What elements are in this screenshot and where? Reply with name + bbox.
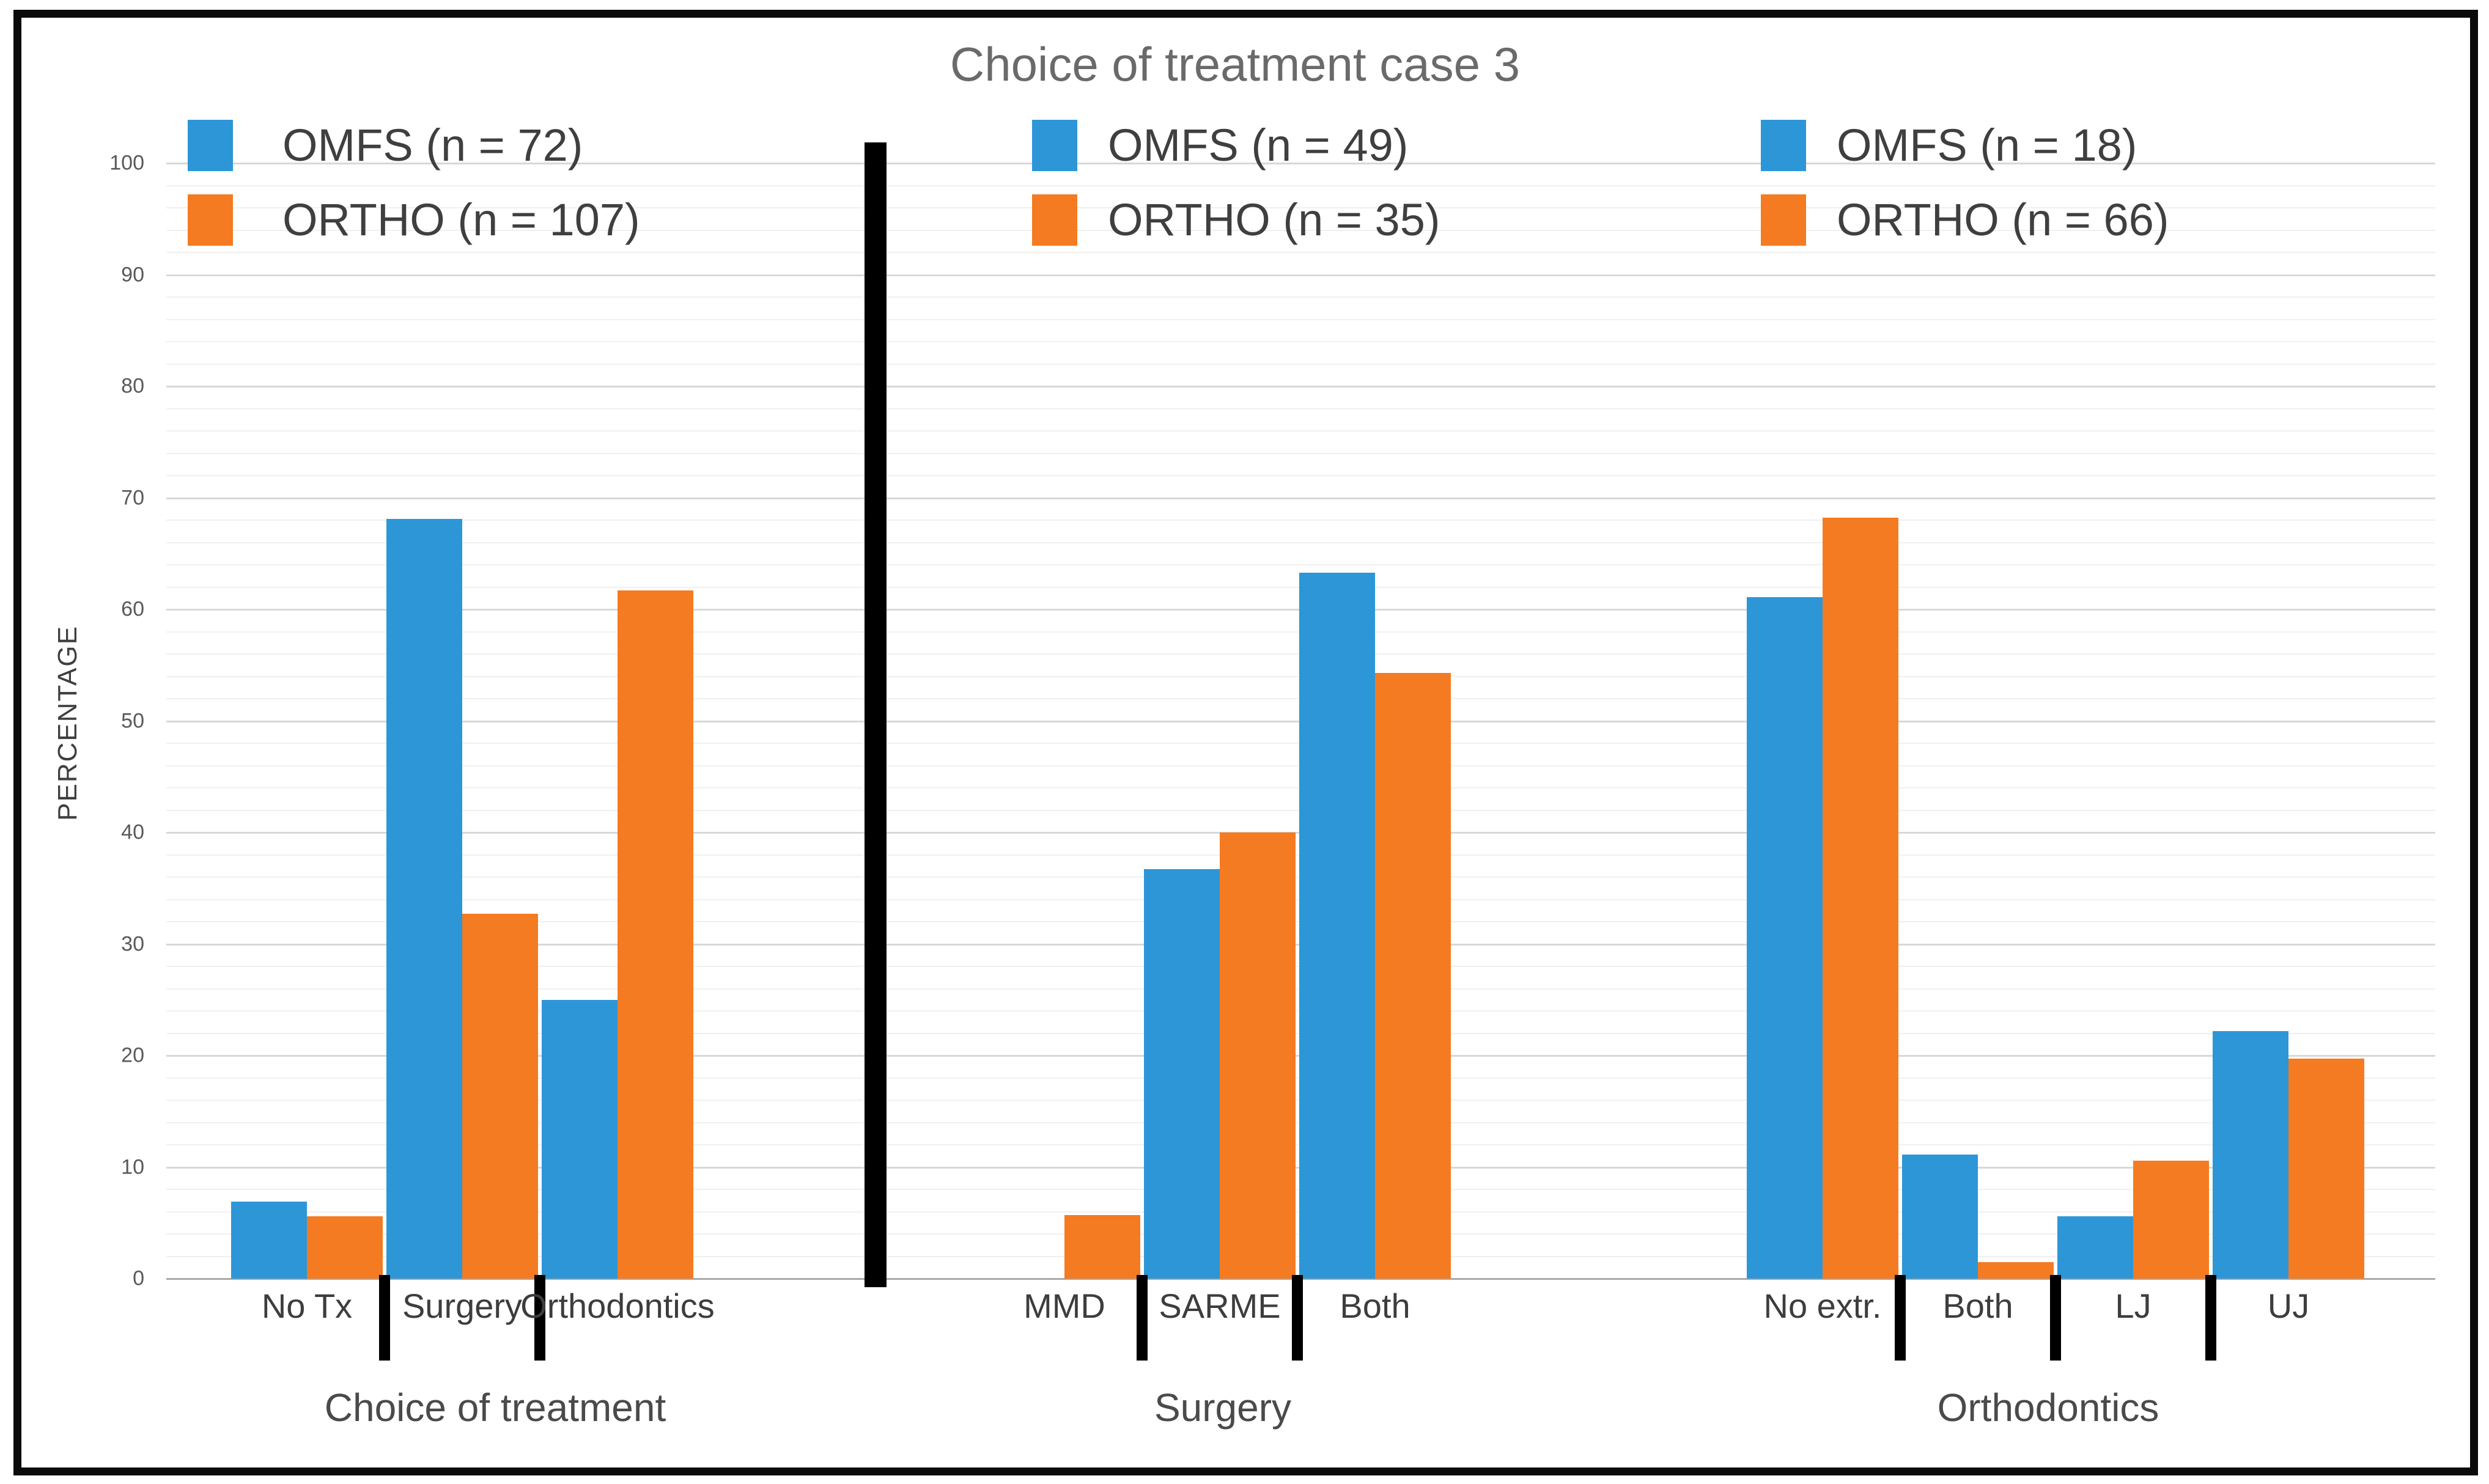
category-label: SARME — [1159, 1287, 1281, 1325]
panel-group-label: Choice of treatment — [324, 1386, 666, 1430]
category-label: UJ — [2267, 1287, 2310, 1325]
bar-ortho-sarme — [1220, 832, 1296, 1279]
category-label: No Tx — [261, 1287, 353, 1325]
bar-ortho-mmd — [1064, 1214, 1140, 1279]
bar-omfs-uj — [2213, 1030, 2288, 1279]
category-label: Orthodontics — [520, 1287, 715, 1325]
category-separator — [534, 1275, 545, 1361]
bar-omfs-surgery — [386, 519, 462, 1279]
legend-label-omfs: OMFS (n = 49) — [1108, 120, 1409, 171]
y-tick-label: 90 — [121, 263, 144, 286]
legend-swatch-ortho — [1761, 194, 1806, 246]
panel-divider — [865, 142, 887, 1287]
bar-omfs-no-tx — [231, 1202, 307, 1279]
gridline — [166, 296, 2435, 298]
y-tick-label: 20 — [121, 1043, 144, 1067]
bar-ortho-uj — [2288, 1059, 2364, 1279]
category-label: Both — [1340, 1287, 1410, 1325]
legend-swatch-omfs — [188, 120, 233, 171]
gridline — [166, 430, 2435, 432]
y-tick-label: 0 — [133, 1266, 144, 1290]
bar-omfs-sarme — [1144, 869, 1220, 1279]
legend-swatch-omfs — [1761, 120, 1806, 171]
gridline — [166, 274, 2435, 276]
bar-ortho-surgery — [462, 914, 538, 1279]
gridline — [166, 564, 2435, 565]
gridline — [166, 229, 2435, 231]
gridline — [166, 163, 2435, 164]
gridline — [166, 341, 2435, 342]
chart-title: Choice of treatment case 3 — [950, 37, 1521, 91]
category-label: Both — [1942, 1287, 2013, 1325]
gridline — [166, 386, 2435, 388]
category-separator — [1137, 1275, 1148, 1361]
legend-label-ortho: ORTHO (n = 107) — [282, 194, 640, 245]
category-separator — [2205, 1275, 2216, 1361]
bar-omfs-both — [1902, 1155, 1978, 1279]
gridline — [166, 542, 2435, 543]
figure-border — [13, 10, 2478, 1475]
y-tick-label: 100 — [109, 151, 144, 175]
bar-omfs-no-extr- — [1747, 597, 1823, 1279]
legend-swatch-omfs — [1032, 120, 1077, 171]
panel-group-label: Surgery — [1154, 1386, 1292, 1430]
y-tick-label: 50 — [121, 709, 144, 732]
legend-label-omfs: OMFS (n = 72) — [282, 120, 583, 171]
category-separator — [1292, 1275, 1303, 1361]
panel-group-label: Orthodontics — [1937, 1386, 2159, 1430]
bar-omfs-orthodontics — [542, 999, 618, 1279]
y-tick-label: 40 — [121, 820, 144, 844]
gridline — [166, 207, 2435, 208]
y-axis-title: PERCENTAGE — [53, 625, 83, 821]
gridline — [166, 252, 2435, 253]
legend-label-ortho: ORTHO (n = 35) — [1108, 194, 1440, 245]
legend-swatch-ortho — [188, 194, 233, 246]
gridline — [166, 318, 2435, 320]
category-label: No extr. — [1763, 1287, 1882, 1325]
category-separator — [2050, 1275, 2061, 1361]
bar-ortho-lj — [2133, 1160, 2209, 1279]
gridline — [166, 408, 2435, 410]
y-tick-label: 30 — [121, 932, 144, 955]
bar-ortho-no-tx — [307, 1216, 383, 1279]
category-separator — [1895, 1275, 1906, 1361]
bar-ortho-orthodontics — [618, 590, 693, 1279]
category-label: MMD — [1023, 1287, 1105, 1325]
legend-label-omfs: OMFS (n = 18) — [1837, 120, 2137, 171]
gridline — [166, 363, 2435, 365]
legend-swatch-ortho — [1032, 194, 1077, 246]
category-label: Surgery — [402, 1287, 523, 1325]
bar-ortho-both — [1375, 673, 1451, 1279]
y-tick-label: 60 — [121, 597, 144, 621]
y-tick-label: 80 — [121, 374, 144, 398]
bar-omfs-both — [1299, 572, 1375, 1279]
y-tick-label: 10 — [121, 1155, 144, 1178]
gridline — [166, 520, 2435, 521]
bar-omfs-lj — [2057, 1216, 2133, 1279]
category-separator — [379, 1275, 390, 1361]
bar-ortho-no-extr- — [1823, 518, 1898, 1279]
bar-ortho-both — [1978, 1262, 2054, 1279]
y-tick-label: 70 — [121, 486, 144, 509]
category-label: LJ — [2115, 1287, 2152, 1325]
gridline — [166, 185, 2435, 186]
gridline — [166, 497, 2435, 499]
gridline — [166, 475, 2435, 476]
gridline — [166, 452, 2435, 454]
legend-label-ortho: ORTHO (n = 66) — [1837, 194, 2169, 245]
